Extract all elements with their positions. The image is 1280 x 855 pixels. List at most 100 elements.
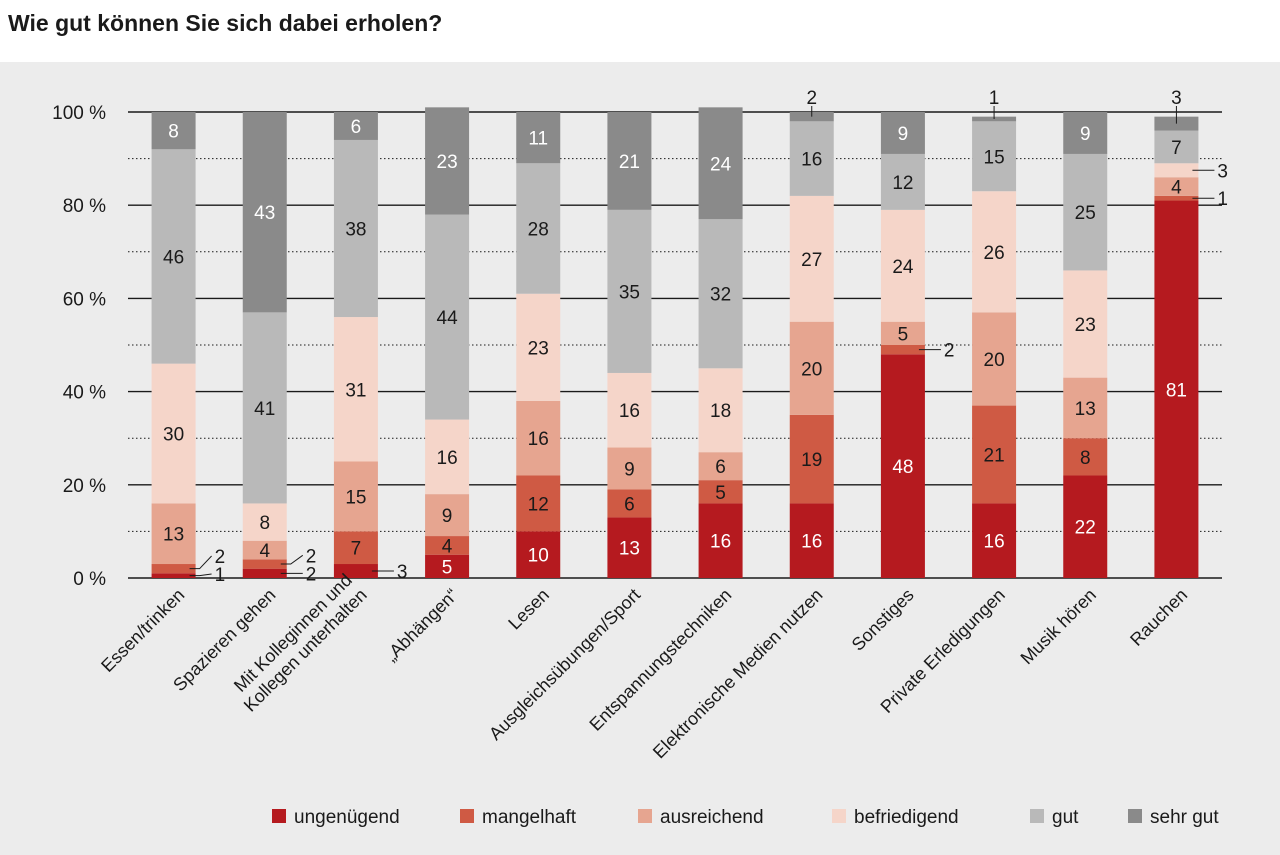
leader-line (280, 554, 304, 565)
bar-value-label: 22 (1075, 518, 1096, 539)
bar-value-label: 13 (1075, 399, 1096, 420)
chart-panel: 0 % 20 % 40 % 60 % 80 % 100 % 13 30 46 8 1 2 4 8 41 43… (0, 62, 1280, 855)
bar-segment (1154, 130, 1199, 164)
bar-value-label: 16 (984, 532, 1005, 553)
bar-segment (151, 573, 196, 578)
bar-value-label: 9 (624, 459, 635, 480)
legend-swatch (1128, 809, 1142, 823)
bar-value-label: 15 (345, 487, 366, 508)
bar-segment (698, 452, 743, 481)
bar-value-label: 9 (1080, 124, 1091, 145)
bar-value-label: 16 (710, 532, 731, 553)
legend-swatch (460, 809, 474, 823)
bar-segment (333, 112, 378, 140)
bar-value-label: 13 (619, 539, 640, 560)
bar-segment (607, 372, 652, 448)
bar-segment (1154, 200, 1199, 579)
leader-line (189, 555, 212, 570)
bar-value-label: 26 (984, 243, 1005, 264)
bar-value-label: 6 (624, 494, 635, 515)
bar-segment (151, 503, 196, 565)
x-category-label: Musik hören (1017, 585, 1100, 668)
x-category-label: Lesen (504, 585, 553, 634)
bar-segment (880, 209, 925, 322)
bar-value-label: 12 (528, 494, 549, 515)
bar-value-label: 20 (801, 359, 822, 380)
bar-value-label: 11 (528, 129, 548, 150)
bar-value-label: 24 (710, 154, 732, 175)
bar-segment (789, 195, 834, 322)
bar-value-label: 24 (892, 257, 914, 278)
bar-segment (242, 568, 287, 578)
leader-line (189, 573, 212, 577)
bar-segment (789, 503, 834, 578)
chart-title: Wie gut können Sie sich dabei erholen? (8, 10, 443, 36)
bar-value-label: 8 (259, 513, 270, 534)
bar-value-label: 4 (259, 541, 270, 562)
bar-value-label: 41 (254, 399, 275, 420)
bar-segment (516, 293, 561, 401)
bar-segment (607, 489, 652, 518)
bar-value-label: 4 (442, 536, 453, 557)
bar-value-label: 3 (397, 562, 408, 583)
bar-value-label: 9 (442, 506, 453, 527)
bar-value-label: 23 (437, 152, 458, 173)
bar-value-label: 5 (442, 557, 453, 578)
bar-segment (1063, 438, 1108, 476)
bar-segment (333, 461, 378, 532)
bar-value-label: 32 (710, 285, 731, 306)
bar-segment (242, 540, 287, 560)
bar-value-label: 25 (1075, 203, 1096, 224)
bar-segment (1063, 112, 1108, 154)
y-tick-label: 0 % (73, 569, 106, 590)
bar-value-label: 2 (306, 546, 317, 567)
y-tick-label: 60 % (63, 289, 106, 310)
bar-segment (880, 354, 925, 578)
x-category-label-line: Rauchen (1126, 585, 1191, 650)
legend-label: gut (1052, 807, 1079, 828)
bar-segment (333, 564, 378, 578)
bar-value-label: 4 (1171, 178, 1182, 199)
bar-value-label: 44 (437, 308, 459, 329)
bar-segment (425, 107, 470, 215)
bar-segment (607, 517, 652, 578)
x-category-label: Essen/trinken (97, 585, 188, 676)
bar-segment (972, 121, 1017, 192)
bar-segment (1063, 270, 1108, 378)
legend-label: sehr gut (1150, 807, 1219, 828)
bar-segment (698, 368, 743, 453)
bar-value-label: 35 (619, 282, 640, 303)
x-category-label-line: Mit Kolleginnen und (230, 570, 356, 696)
bar-segment (1063, 377, 1108, 439)
bar-segment (880, 345, 925, 355)
bar-value-label: 48 (892, 457, 913, 478)
legend-swatch (832, 809, 846, 823)
bar-segment (151, 112, 196, 150)
y-axis: 0 % 20 % 40 % 60 % 80 % 100 % (52, 103, 106, 590)
x-category-label: Mit Kolleginnen undKollegen unterhalten (225, 570, 371, 716)
bar-value-label: 1 (215, 565, 226, 586)
bar-value-label: 81 (1166, 380, 1187, 401)
bar-segment (698, 480, 743, 504)
bar-segment (972, 405, 1017, 504)
bar-segment (1063, 153, 1108, 271)
x-category-label: „Abhängen“ (381, 585, 462, 666)
legend-swatch (638, 809, 652, 823)
bar-value-label: 43 (254, 203, 275, 224)
bar-value-label: 16 (437, 448, 458, 469)
legend-label: ungenügend (294, 807, 400, 828)
bar-segment (425, 494, 470, 537)
bar-segment (607, 112, 652, 210)
bar-value-label: 21 (984, 446, 1005, 467)
bar-value-label: 16 (801, 532, 822, 553)
bar-value-label: 1 (989, 88, 1000, 109)
bar-segment (242, 503, 287, 541)
bar-segment (972, 503, 1017, 578)
x-category-label-line: Ausgleichsübungen/Sport (485, 585, 644, 744)
x-category-label-line: Lesen (504, 585, 553, 634)
bar-segment (698, 503, 743, 578)
bar-value-label: 28 (528, 220, 549, 241)
bar-value-label: 16 (801, 150, 822, 171)
bar-segment (698, 107, 743, 220)
